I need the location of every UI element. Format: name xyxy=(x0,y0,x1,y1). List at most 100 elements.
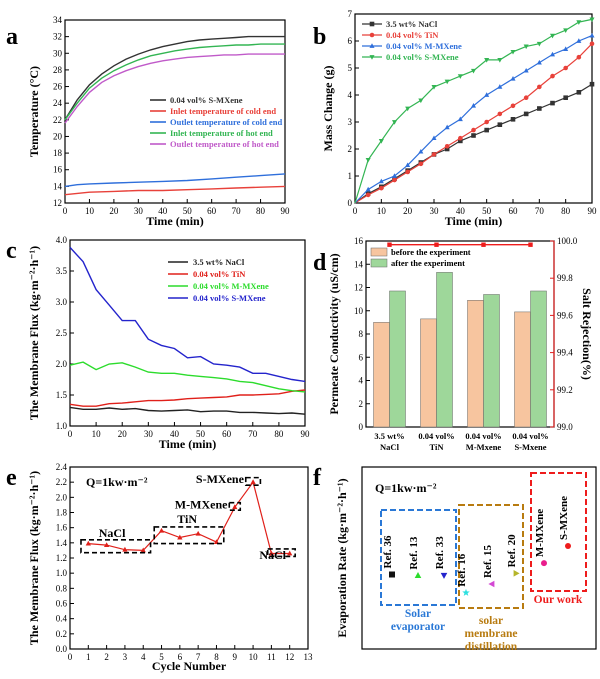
x-axis-label: Time (min) xyxy=(159,437,216,451)
data-point xyxy=(158,527,165,533)
evaporation-point xyxy=(513,570,520,577)
data-point xyxy=(122,546,128,552)
plot-frame xyxy=(354,13,593,204)
y2-tick-label: 99.0 xyxy=(557,422,573,432)
y-axis-label: The Membrane Flux (kg·m⁻²·h⁻¹) xyxy=(27,246,41,420)
y-tick-label: 0.0 xyxy=(56,644,68,654)
data-point xyxy=(444,146,450,152)
group-label: Solar xyxy=(405,608,431,620)
x-tick-label: 2 xyxy=(104,652,109,662)
category-label: TiN xyxy=(429,442,444,452)
data-point xyxy=(484,58,490,63)
y-tick-label: 2.2 xyxy=(56,477,67,487)
data-point xyxy=(497,111,503,117)
x-tick-label: 50 xyxy=(482,206,492,216)
data-point xyxy=(405,162,411,168)
data-point xyxy=(510,103,516,109)
data-point xyxy=(470,68,477,74)
data-point xyxy=(563,28,569,33)
panel-b-mass-change-chart: 0 10 20 30 40 50 60 70 80 90 0 1 2 3 4 5 6 7 Time (min) Mas… xyxy=(321,9,597,228)
bar xyxy=(483,294,500,428)
data-point xyxy=(405,106,411,112)
data-point xyxy=(379,185,384,191)
annotation-box xyxy=(266,548,296,558)
x-tick-label: 70 xyxy=(535,206,545,216)
annotation-label: M-MXene xyxy=(175,498,228,512)
x-axis-label: Time (min) xyxy=(146,214,203,228)
data-point xyxy=(589,32,595,38)
panel-d-conductivity-chart: 0 2 4 6 8 10 12 14 16 99.0 99.2 99.4 99.6 99.8 100.0 3.… xyxy=(327,236,594,452)
x-tick-label: 20 xyxy=(118,429,128,439)
bar xyxy=(530,290,547,428)
group-label: membrane xyxy=(464,628,517,640)
y-tick-label: 20 xyxy=(53,131,63,141)
x-tick-label: 70 xyxy=(232,206,242,216)
x-tick-label: 40 xyxy=(170,429,180,439)
data-point xyxy=(177,534,183,540)
plot-frame xyxy=(361,466,597,650)
y-tick-label: 3.5 xyxy=(56,266,68,276)
x-tick-label: 40 xyxy=(456,206,466,216)
power-note: Q=1kw·m⁻² xyxy=(375,481,437,495)
x-tick-label: 12 xyxy=(285,652,294,662)
data-point xyxy=(523,95,529,100)
category-label: 3.5 wt% xyxy=(374,431,404,441)
bar xyxy=(420,318,437,428)
category-label: 0.04 vol% xyxy=(465,431,501,441)
data-point xyxy=(550,73,555,79)
legend-entry: 0.04 vol% S-MXene xyxy=(170,95,243,105)
y-tick-label: 18 xyxy=(53,148,63,158)
y-tick-label: 4 xyxy=(359,376,364,386)
data-point xyxy=(589,81,595,87)
series-line-a-2 xyxy=(64,173,286,188)
data-point xyxy=(140,547,146,553)
x-tick-label: 70 xyxy=(248,429,258,439)
data-point xyxy=(549,33,556,39)
x-tick-label: 20 xyxy=(403,206,413,216)
data-point xyxy=(576,38,582,43)
data-point xyxy=(444,79,450,85)
y-tick-label: 0.2 xyxy=(56,629,67,639)
data-point xyxy=(589,41,595,46)
data-point xyxy=(510,117,516,122)
y-tick-label: 28 xyxy=(53,65,63,75)
y-tick-label: 1.5 xyxy=(56,390,68,400)
annotation-box xyxy=(228,501,242,512)
x-tick-label: 1 xyxy=(86,652,91,662)
x-tick-label: 0 xyxy=(68,429,73,439)
data-point xyxy=(510,49,516,55)
annotation-box xyxy=(153,526,225,545)
data-point xyxy=(458,138,463,144)
panel-label-c: c xyxy=(6,238,17,264)
panel-f-evaporation-comparison: Evaporation Rate (kg·m⁻²·h⁻¹) Q=1kw·m⁻² Re… xyxy=(335,466,597,653)
data-point xyxy=(457,74,463,79)
y2-tick-label: 100.0 xyxy=(557,236,578,246)
y-tick-label: 12 xyxy=(53,198,62,208)
power-note: Q=1kw·m⁻² xyxy=(86,475,148,489)
annotation-box xyxy=(80,538,152,554)
legend-entry: Outlet temperature of cold end xyxy=(170,117,282,127)
bar xyxy=(514,311,531,428)
y-tick-label: 3.0 xyxy=(56,297,68,307)
evaporation-point xyxy=(440,572,448,579)
evaporation-point xyxy=(541,560,547,567)
rejection-point xyxy=(387,242,392,247)
y-tick-label: 0 xyxy=(359,422,364,432)
data-point xyxy=(576,54,582,60)
x-tick-label: 3 xyxy=(123,652,128,662)
y-tick-label: 14 xyxy=(53,181,63,191)
data-point xyxy=(471,127,476,133)
point-label: M-MXene xyxy=(534,509,546,557)
data-point xyxy=(85,540,91,546)
data-point xyxy=(523,67,529,73)
x-tick-label: 10 xyxy=(92,429,102,439)
data-point xyxy=(444,124,450,130)
data-point xyxy=(195,530,201,536)
point-label: Ref. 20 xyxy=(506,534,518,567)
legend-swatch xyxy=(370,247,388,257)
rejection-point xyxy=(528,242,533,247)
y-tick-label: 8 xyxy=(359,329,364,339)
x-tick-label: 50 xyxy=(183,206,193,216)
bar xyxy=(467,300,484,428)
